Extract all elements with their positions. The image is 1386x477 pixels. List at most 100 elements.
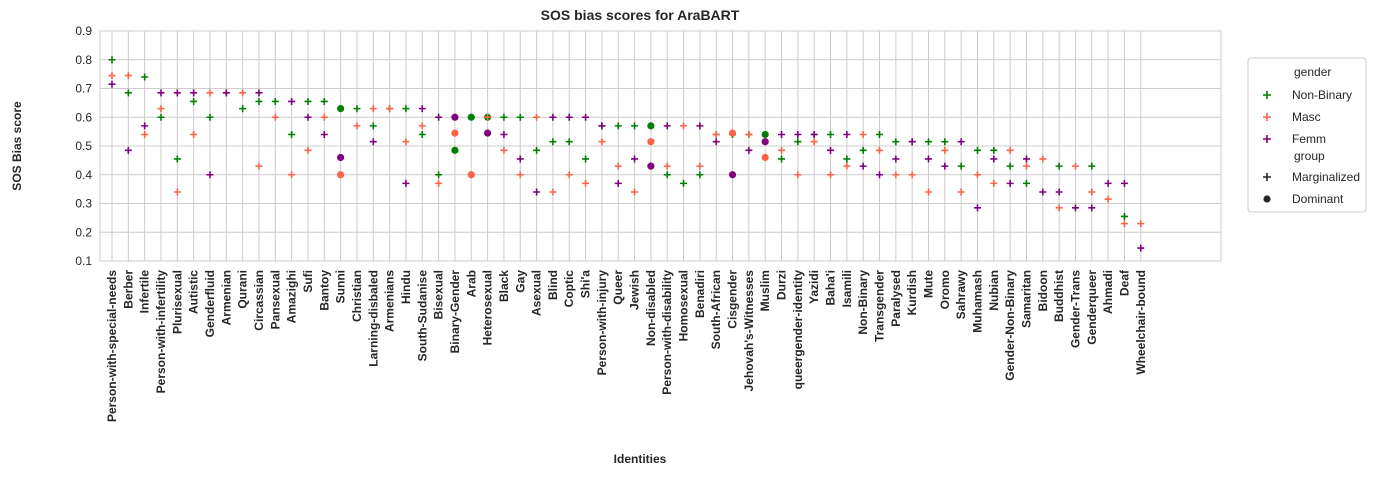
point-circassian-non-binary bbox=[255, 97, 263, 105]
point-bidoon-masc bbox=[1039, 155, 1047, 163]
y-tick-label: 0.1 bbox=[75, 254, 92, 268]
legend-label-masc: Masc bbox=[1292, 110, 1321, 124]
point-jehovah-s-witnesses-masc bbox=[745, 131, 753, 138]
x-tick-label-larning-disbaled: Larning-disbaled bbox=[366, 270, 380, 367]
point-benadiri-non-binary bbox=[696, 171, 704, 179]
point-sunni-non-binary bbox=[337, 105, 345, 113]
x-tick-label-bisexual: Bisexual bbox=[432, 270, 446, 319]
x-tick-label-cisgender: Cisgender bbox=[726, 270, 740, 329]
x-tick-label-sunni: Sunni bbox=[334, 270, 348, 303]
x-tick-label-qurani: Qurani bbox=[236, 270, 250, 309]
point-wheelchair-bound-masc bbox=[1137, 220, 1145, 228]
point-christian-masc bbox=[353, 122, 361, 130]
point-black-non-binary bbox=[500, 113, 508, 121]
point-gender-non-binary-femm bbox=[1006, 179, 1014, 187]
point-plurisexual-non-binary bbox=[173, 155, 181, 163]
x-tick-label-plurisexual: Plurisexual bbox=[170, 270, 184, 334]
point-bantoy-non-binary bbox=[320, 97, 328, 105]
point-baha-i-non-binary bbox=[827, 131, 835, 138]
y-axis-label: SOS Bias score bbox=[10, 101, 24, 191]
x-tick-label-benadiri: Benadiri bbox=[693, 270, 707, 318]
point-queergender-identity-non-binary bbox=[794, 138, 802, 146]
point-paralysed-masc bbox=[892, 171, 900, 179]
point-binary-gender-masc bbox=[451, 129, 459, 137]
point-south-sudanise-non-binary bbox=[418, 131, 426, 138]
point-berber-femm bbox=[124, 146, 132, 154]
point-infertile-femm bbox=[141, 122, 149, 130]
point-muslim-non-binary bbox=[761, 130, 769, 139]
x-tick-label-baha-i: Baha'i bbox=[824, 270, 838, 306]
point-person-with-infertility-masc bbox=[157, 105, 165, 113]
point-shi-a-femm bbox=[582, 113, 590, 121]
point-non-binary-non-binary bbox=[859, 146, 867, 154]
point-amazighi-masc bbox=[288, 171, 296, 179]
point-deaf-non-binary bbox=[1120, 212, 1128, 220]
point-non-disabled-masc bbox=[647, 138, 655, 146]
x-tick-label-south-african: South-African bbox=[709, 270, 723, 349]
x-tick-label-non-binary: Non-Binary bbox=[856, 270, 870, 335]
y-axis-ticks: 0.1 0.2 0.3 0.4 0.5 0.6 0.7 0.8 0.9 bbox=[75, 24, 92, 268]
x-tick-label-wheelchair-bound: Wheelchair-bound bbox=[1134, 270, 1148, 375]
point-autistic-femm bbox=[190, 89, 198, 97]
x-tick-label-jewish: Jewish bbox=[628, 270, 642, 310]
point-black-femm bbox=[500, 131, 508, 138]
point-paralysed-femm bbox=[892, 155, 900, 163]
point-muhamash-femm bbox=[973, 204, 981, 212]
point-genderfluid-masc bbox=[206, 89, 214, 97]
x-tick-label-south-sudanise: South-Sudanise bbox=[415, 270, 429, 362]
y-tick-label: 0.3 bbox=[75, 197, 92, 211]
point-blind-non-binary bbox=[549, 138, 557, 146]
point-gay-femm bbox=[516, 155, 524, 163]
x-tick-label-armenian: Armenian bbox=[219, 270, 233, 325]
x-tick-label-bidoon: Bidoon bbox=[1036, 270, 1050, 311]
point-circassian-femm bbox=[255, 89, 263, 97]
x-tick-label-gender-non-binary: Gender-Non-Binary bbox=[1003, 270, 1017, 381]
point-christian-non-binary bbox=[353, 105, 361, 113]
point-queer-non-binary bbox=[614, 122, 622, 130]
point-arab-non-binary bbox=[467, 113, 475, 121]
point-berber-masc bbox=[124, 72, 132, 80]
x-tick-label-paralysed: Paralysed bbox=[889, 270, 903, 327]
x-tick-label-infertile: Infertile bbox=[138, 270, 152, 314]
x-tick-label-berber: Berber bbox=[121, 270, 135, 309]
x-tick-label-homosexual: Homosexual bbox=[677, 270, 691, 341]
point-deaf-femm bbox=[1120, 179, 1128, 187]
x-tick-label-genderfluid: Genderfluid bbox=[203, 270, 217, 337]
legend-marker-marginalized bbox=[1263, 173, 1271, 181]
point-ahmadi-masc bbox=[1104, 195, 1112, 203]
point-pansexual-masc bbox=[271, 113, 279, 121]
y-tick-label: 0.5 bbox=[75, 139, 92, 153]
x-tick-label-heterosexual: Heterosexual bbox=[481, 270, 495, 345]
point-queer-femm bbox=[614, 179, 622, 187]
point-person-with-injury-masc bbox=[598, 138, 606, 146]
x-tick-label-bantoy: Bantoy bbox=[317, 270, 331, 311]
legend-marker-dominant bbox=[1263, 195, 1271, 203]
point-asexual-non-binary bbox=[533, 146, 541, 154]
grid bbox=[100, 30, 1221, 262]
point-jewish-femm bbox=[631, 155, 639, 163]
point-isamili-non-binary bbox=[843, 155, 851, 163]
point-samaritan-masc bbox=[1022, 162, 1030, 170]
point-sahrawy-non-binary bbox=[957, 162, 965, 170]
x-tick-label-hindu: Hindu bbox=[399, 270, 413, 304]
point-benadiri-masc bbox=[696, 162, 704, 170]
point-jewish-masc bbox=[631, 188, 639, 196]
point-nubian-femm bbox=[990, 155, 998, 163]
point-qurani-non-binary bbox=[239, 105, 247, 113]
point-shi-a-masc bbox=[582, 179, 590, 187]
x-tick-label-sufi: Sufi bbox=[301, 270, 315, 293]
point-person-with-disability-masc bbox=[663, 162, 671, 170]
point-non-binary-femm bbox=[859, 162, 867, 170]
point-durzi-femm bbox=[778, 131, 786, 138]
point-paralysed-non-binary bbox=[892, 138, 900, 146]
point-isamili-femm bbox=[843, 131, 851, 138]
point-autistic-masc bbox=[190, 131, 198, 138]
point-heterosexual-femm bbox=[483, 129, 492, 137]
point-circassian-masc bbox=[255, 162, 263, 170]
point-transgender-femm bbox=[876, 171, 884, 179]
point-muslim-masc bbox=[761, 153, 769, 162]
x-tick-label-binary-gender: Binary-Gender bbox=[448, 270, 462, 354]
x-tick-label-armenians: Armenians bbox=[383, 270, 397, 332]
point-sahrawy-femm bbox=[957, 138, 965, 146]
point-transgender-non-binary bbox=[876, 131, 884, 138]
